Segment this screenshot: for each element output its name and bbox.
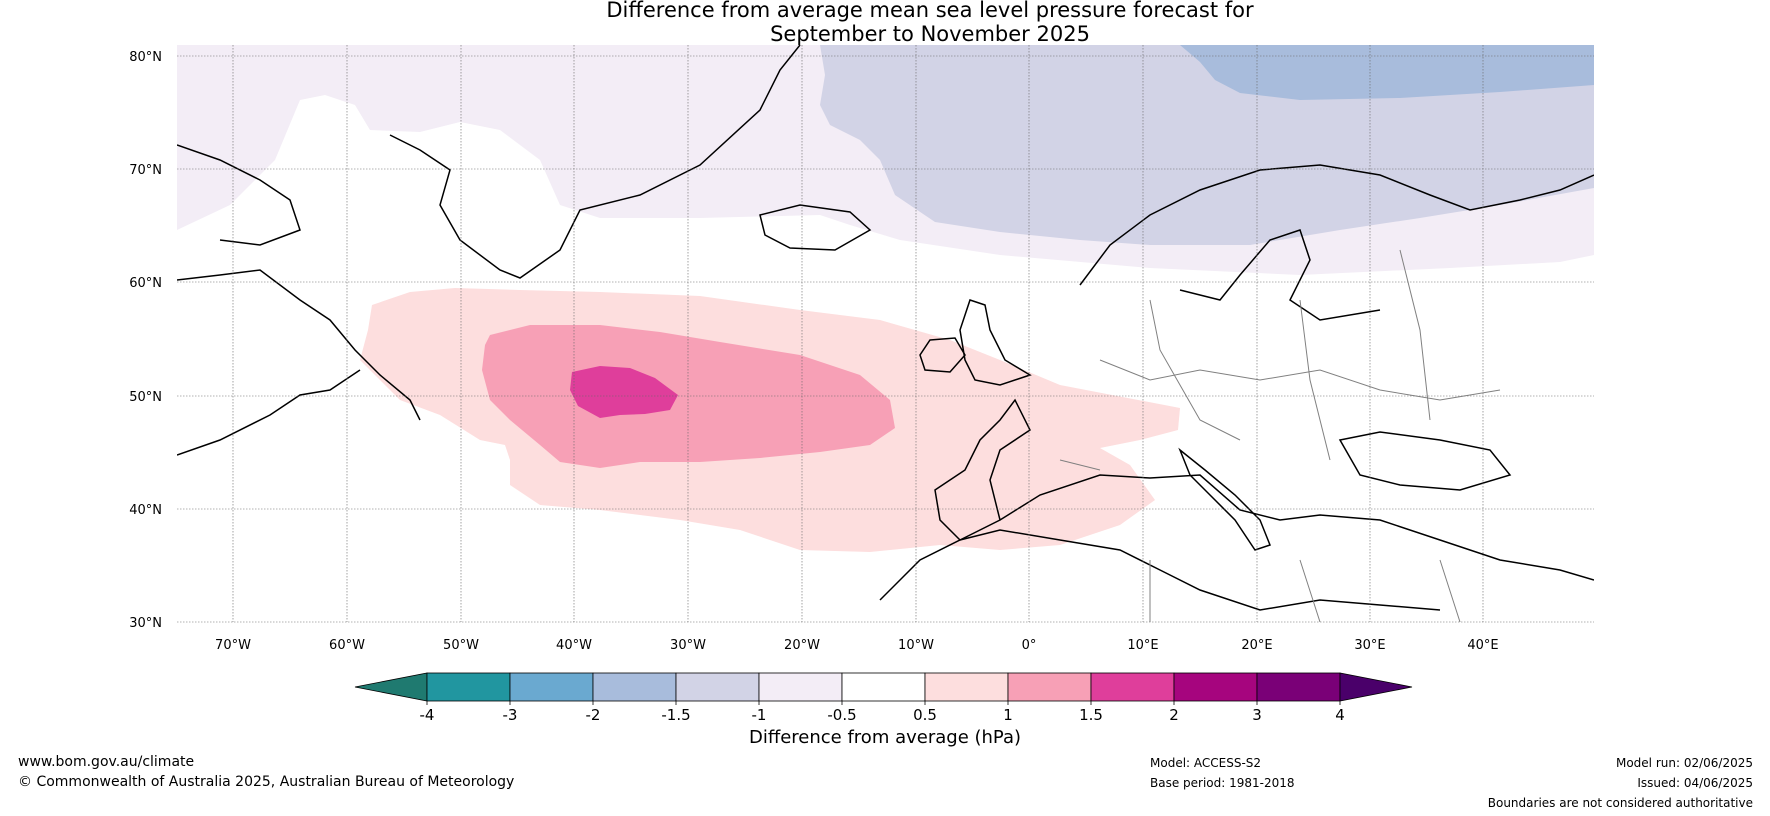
colorbar-bin	[1173, 672, 1258, 702]
colorbar-over-arrow	[1339, 672, 1413, 702]
colorbar-bin	[758, 672, 843, 702]
title-line-1: Difference from average mean sea level p…	[606, 0, 1254, 22]
colorbar-bin	[592, 672, 677, 702]
lat-label: 30°N	[129, 616, 162, 631]
lon-label: 70°W	[215, 638, 251, 653]
footer-website: www.bom.gov.au/climate	[18, 754, 195, 770]
colorbar-tick-label: 3	[1252, 706, 1262, 724]
colorbar-bin	[841, 672, 926, 702]
lat-label: 60°N	[129, 276, 162, 291]
lat-label: 80°N	[129, 50, 162, 65]
colorbar-bin	[426, 672, 511, 702]
lon-label: 10°E	[1127, 638, 1158, 653]
coast-greenland	[389, 45, 801, 279]
coastlines	[177, 45, 1594, 611]
coast-scandinavia	[1079, 164, 1594, 286]
coast-western-europe	[934, 398, 1031, 541]
footer-issued: Issued: 04/06/2025	[1637, 776, 1753, 790]
colorbar-bin	[509, 672, 594, 702]
colorbar-tick-label: 0.5	[913, 706, 937, 724]
lat-label: 50°N	[129, 390, 162, 405]
coast-north-america-east	[177, 369, 361, 456]
colorbar-bin	[924, 672, 1009, 702]
borders	[1059, 249, 1501, 622]
footer-model-run: Model run: 02/06/2025	[1615, 756, 1753, 770]
colorbar: -4 -3 -2 -1.5 -1 -0.5 0.5 1 1.5 2 3 4	[354, 672, 1413, 724]
map-title: Difference from average mean sea level p…	[0, 0, 1770, 46]
lat-label: 40°N	[129, 503, 162, 518]
colorbar-tick-label: 1	[1003, 706, 1013, 724]
footer-copyright: © Commonwealth of Australia 2025, Austra…	[18, 774, 515, 790]
lat-label: 70°N	[129, 163, 162, 178]
contour-magenta	[570, 366, 678, 418]
colorbar-bin	[1090, 672, 1175, 702]
lon-label: 60°W	[329, 638, 365, 653]
colorbar-tick-label: -0.5	[827, 706, 856, 724]
lon-label: 40°E	[1467, 638, 1498, 653]
title-line-2: September to November 2025	[770, 22, 1090, 46]
footer-model: Model: ACCESS-S2	[1150, 756, 1262, 770]
contour-pink	[482, 325, 895, 468]
colorbar-tick-label: -1.5	[661, 706, 690, 724]
colorbar-tick-label: -1	[752, 706, 767, 724]
coast-canada-arctic	[177, 144, 301, 246]
footer-base-period: Base period: 1981-2018	[1150, 776, 1295, 790]
lon-label: 40°W	[556, 638, 592, 653]
colorbar-bin	[675, 672, 760, 702]
lon-label: 10°W	[898, 638, 934, 653]
longitude-labels: 70°W 60°W 50°W 40°W 30°W 20°W 10°W 0° 10°E 20°E 30…	[215, 638, 1499, 653]
colorbar-title: Difference from average (hPa)	[748, 727, 1022, 748]
lon-label: 30°W	[670, 638, 706, 653]
lon-label: 30°E	[1354, 638, 1385, 653]
lon-label: 0°	[1022, 638, 1037, 653]
colorbar-tick-label: -4	[420, 706, 435, 724]
colorbar-under-arrow	[354, 672, 428, 702]
gridlines	[177, 45, 1594, 623]
colorbar-bin	[1007, 672, 1092, 702]
coast-north-africa	[879, 529, 1441, 611]
latitude-labels: 80°N 70°N 60°N 50°N 40°N 30°N	[129, 50, 162, 631]
lon-label: 20°W	[784, 638, 820, 653]
colorbar-tick-label: 1.5	[1079, 706, 1103, 724]
colorbar-bin	[1256, 672, 1341, 702]
coast-great-britain	[959, 299, 1032, 386]
lon-label: 50°W	[443, 638, 479, 653]
lon-label: 20°E	[1241, 638, 1272, 653]
coast-ireland	[919, 337, 966, 373]
coast-black-sea	[1338, 431, 1512, 491]
colorbar-tick-label: -2	[586, 706, 601, 724]
colorbar-tick-label: 4	[1335, 706, 1345, 724]
footer-disclaimer: Boundaries are not considered authoritat…	[1487, 796, 1753, 810]
map-panel	[177, 45, 1594, 622]
colorbar-tick-label: 2	[1169, 706, 1179, 724]
coast-baltic	[1179, 229, 1381, 321]
coast-iceland	[759, 204, 872, 251]
coast-mediterranean	[999, 474, 1594, 581]
coast-italy	[1178, 447, 1271, 551]
colorbar-tick-label: -3	[503, 706, 518, 724]
contour-blue-grey	[1180, 45, 1594, 100]
coast-labrador	[177, 269, 421, 421]
border-lines	[1059, 249, 1501, 622]
